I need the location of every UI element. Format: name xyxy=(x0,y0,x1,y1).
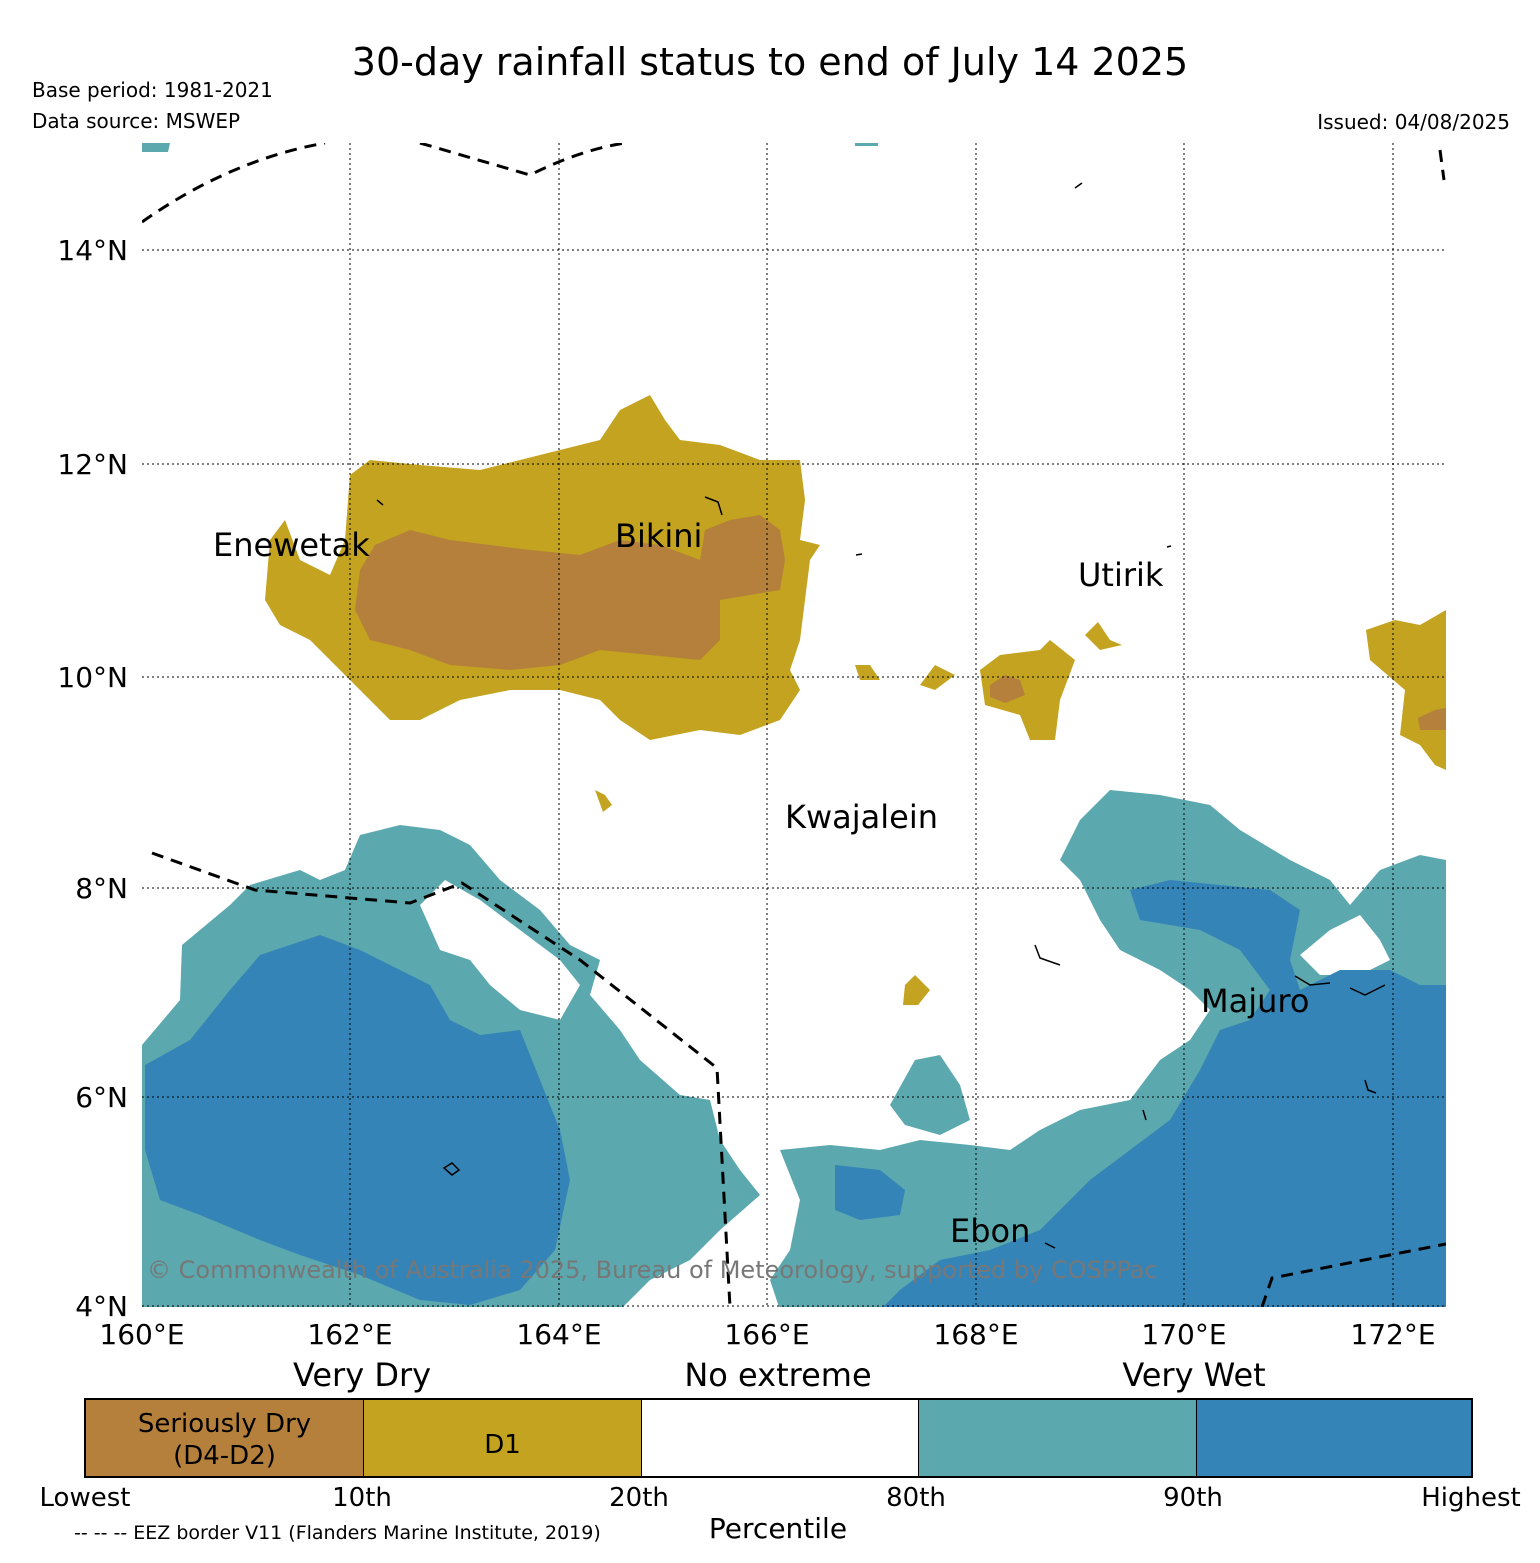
legend-seriously-dry-sublabel: (D4-D2) xyxy=(173,1441,276,1471)
place-labels: Enewetak Bikini Utirik Kwajalein Majuro … xyxy=(213,517,1309,1250)
place-majuro: Majuro xyxy=(1201,982,1309,1020)
lat-label: 10°N xyxy=(57,661,128,694)
lon-label: 170°E xyxy=(1141,1318,1226,1351)
place-bikini: Bikini xyxy=(615,517,702,555)
legend-tick: 90th xyxy=(1163,1483,1223,1513)
place-utirik: Utirik xyxy=(1078,556,1164,594)
place-enewetak: Enewetak xyxy=(213,526,370,564)
legend-colorbar: Seriously Dry (D4-D2) D1 xyxy=(84,1398,1473,1478)
lon-label: 166°E xyxy=(724,1318,809,1351)
legend-tick: Lowest xyxy=(39,1483,131,1513)
seriously-dry-patch-east xyxy=(1418,708,1446,730)
legend-heading-no-extreme: No extreme xyxy=(684,1356,872,1394)
very-wet-core-west xyxy=(145,935,570,1305)
legend-very-wet-80 xyxy=(919,1400,1197,1476)
map-layers xyxy=(142,143,1446,1307)
d1-patch-4 xyxy=(855,665,880,680)
no-extreme-gap xyxy=(420,880,580,1020)
legend-axis-label: Percentile xyxy=(708,1512,848,1545)
place-ebon: Ebon xyxy=(950,1212,1030,1250)
seriously-dry-core xyxy=(355,515,785,670)
copyright-notice: © Commonwealth of Australia 2025, Bureau… xyxy=(147,1256,1158,1284)
very-wet-core-south xyxy=(835,1165,905,1220)
lon-label: 172°E xyxy=(1350,1318,1435,1351)
base-period-text: Base period: 1981-2021 xyxy=(32,78,273,102)
legend-tick: 80th xyxy=(886,1483,946,1513)
lon-label: 160°E xyxy=(99,1318,184,1351)
longitude-labels: 160°E 162°E 164°E 166°E 168°E 170°E 172°… xyxy=(99,1318,1435,1351)
legend-heading-very-dry: Very Dry xyxy=(292,1356,432,1394)
d1-patch-6 xyxy=(595,790,612,812)
lon-label: 164°E xyxy=(516,1318,601,1351)
rainfall-map: Enewetak Bikini Utirik Kwajalein Majuro … xyxy=(57,143,1446,1351)
legend-very-wet-90 xyxy=(1197,1400,1471,1476)
legend-seriously-dry-label: Seriously Dry xyxy=(137,1409,312,1439)
lon-label: 168°E xyxy=(933,1318,1018,1351)
lon-label: 162°E xyxy=(307,1318,392,1351)
island-outlines xyxy=(376,182,1386,1249)
lat-label: 8°N xyxy=(75,872,128,905)
very-wet-patch-top xyxy=(142,143,170,152)
very-wet-patch-top2 xyxy=(855,143,878,146)
very-wet-islet xyxy=(890,1055,970,1135)
lat-label: 14°N xyxy=(57,234,128,267)
seriously-dry-patch xyxy=(990,675,1025,703)
d1-patch-2 xyxy=(1085,622,1122,650)
lat-label: 6°N xyxy=(75,1081,128,1114)
legend-tick: 20th xyxy=(609,1483,669,1513)
legend-tick: Highest xyxy=(1421,1483,1521,1513)
lat-label: 12°N xyxy=(57,448,128,481)
legend-d1: D1 xyxy=(364,1400,642,1476)
very-wet-core-east xyxy=(883,880,1446,1307)
no-extreme-gap-east xyxy=(1300,915,1390,975)
legend-d1-label: D1 xyxy=(484,1430,521,1460)
d1-patch-5 xyxy=(903,975,930,1005)
latitude-labels: 14°N 12°N 10°N 8°N 6°N 4°N xyxy=(57,234,128,1323)
chart-title: 30-day rainfall status to end of July 14… xyxy=(351,40,1189,84)
legend-tick: 10th xyxy=(332,1483,392,1513)
place-kwajalein: Kwajalein xyxy=(785,798,938,836)
lat-label: 4°N xyxy=(75,1290,128,1323)
legend-no-extreme xyxy=(642,1400,919,1476)
eez-borders xyxy=(142,143,1446,1307)
data-source-text: Data source: MSWEP xyxy=(32,109,241,133)
legend-heading-very-wet: Very Wet xyxy=(1122,1356,1266,1394)
issued-date: Issued: 04/08/2025 xyxy=(1317,110,1510,134)
graticule xyxy=(142,143,1446,1307)
d1-patch-1 xyxy=(980,640,1075,740)
legend-seriously-dry: Seriously Dry (D4-D2) xyxy=(86,1400,364,1476)
eez-footnote: -- -- -- EEZ border V11 (Flanders Marine… xyxy=(74,1522,601,1544)
